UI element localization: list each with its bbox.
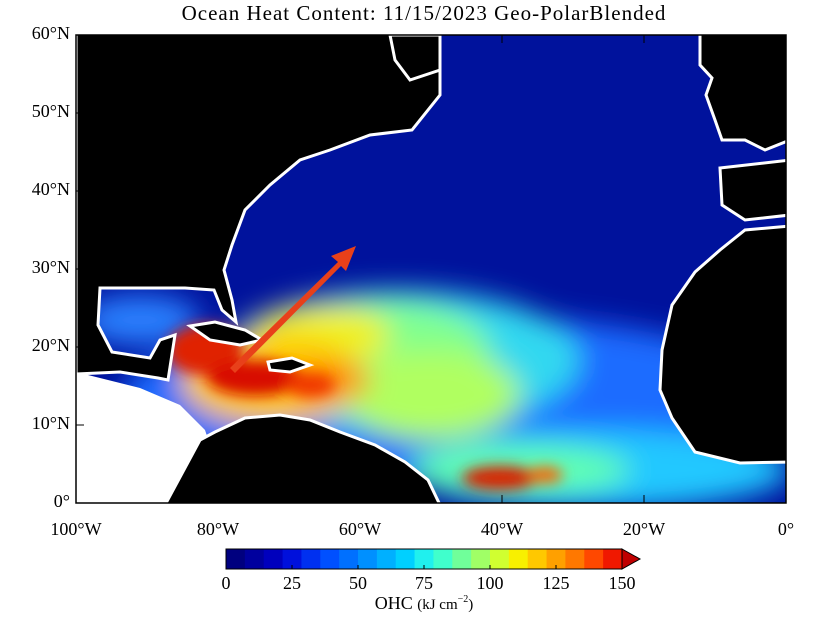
land — [76, 35, 786, 503]
arrow — [230, 246, 356, 373]
colorbar-swatch — [527, 549, 548, 569]
lon-tick-label: 80°W — [197, 519, 239, 539]
colorbar-swatch — [508, 549, 529, 569]
colorbar-tick-label: 50 — [349, 573, 367, 593]
lat-tick-label: 20°N — [32, 335, 70, 355]
colorbar-unit-close: ) — [468, 597, 473, 613]
colorbar-swatch — [320, 549, 340, 569]
colorbar-swatch — [244, 549, 265, 569]
colorbar-swatch — [301, 549, 321, 569]
colorbar-swatch — [490, 549, 510, 569]
colorbar-swatch — [282, 549, 302, 569]
map-area — [76, 35, 786, 503]
colorbar-swatch — [546, 549, 566, 569]
lat-tick-label: 60°N — [32, 23, 70, 43]
colorbar-swatch — [565, 549, 585, 569]
colorbar-tick-label: 0 — [222, 573, 231, 593]
lat-tick-label: 0° — [54, 491, 70, 511]
colorbar-tick-label: 125 — [543, 573, 570, 593]
colorbar-swatch — [433, 549, 453, 569]
colorbar-swatch — [452, 549, 472, 569]
colorbar-tick-label: 75 — [415, 573, 433, 593]
map-title: Ocean Heat Content: 11/15/2023 Geo-Polar… — [182, 1, 667, 25]
lat-tick-label: 50°N — [32, 101, 70, 121]
axes: 100°W 80°W 60°W 40°W 20°W 0° 0° 10°N 20°N 30°N 40°… — [32, 23, 794, 539]
colorbar-tick-label: 25 — [283, 573, 301, 593]
colorbar-swatch — [395, 549, 416, 569]
colorbar-swatch — [358, 549, 378, 569]
colorbar-swatch — [603, 549, 623, 569]
lat-tick-label: 30°N — [32, 257, 70, 277]
lon-tick-label: 40°W — [481, 519, 523, 539]
colorbar: 0 25 50 75 100 125 150 — [222, 548, 642, 593]
colorbar-swatch — [584, 549, 604, 569]
colorbar-swatch — [471, 549, 491, 569]
lat-tick-label: 40°N — [32, 179, 70, 199]
lon-tick-label: 100°W — [50, 519, 101, 539]
colorbar-unit: (kJ cm — [417, 597, 458, 613]
lat-tick-label: 10°N — [32, 413, 70, 433]
colorbar-extend — [621, 548, 642, 570]
colorbar-swatch — [226, 549, 246, 569]
colorbar-swatch — [376, 549, 397, 569]
colorbar-swatch — [414, 549, 434, 569]
colorbar-swatch — [339, 549, 359, 569]
colorbar-swatch — [263, 549, 284, 569]
colorbar-unit-exponent: −2 — [458, 594, 469, 605]
colorbar-tick-label: 150 — [609, 573, 636, 593]
colorbar-label: OHC (kJ cm−2) — [375, 593, 474, 613]
lon-tick-label: 60°W — [339, 519, 381, 539]
lon-tick-label: 20°W — [623, 519, 665, 539]
lon-tick-label: 0° — [778, 519, 794, 539]
colorbar-tick-label: 100 — [477, 573, 504, 593]
colorbar-title: OHC — [375, 593, 413, 613]
